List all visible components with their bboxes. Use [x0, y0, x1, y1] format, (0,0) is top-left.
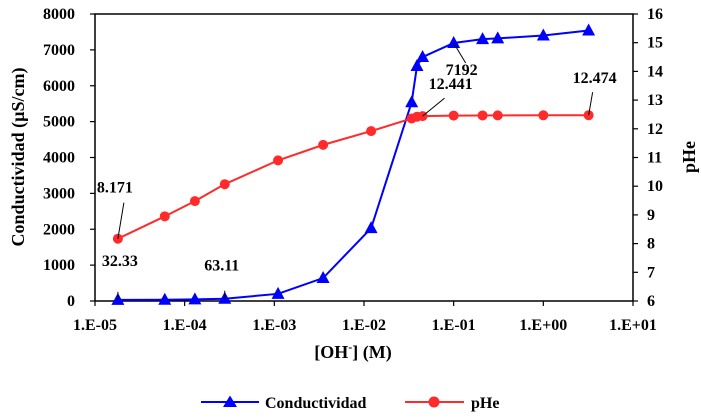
plot-frame [94, 13, 634, 302]
legend-item-phe: pHe [405, 395, 499, 412]
data-point-phe [477, 110, 488, 121]
y2-axis-title: pHe [679, 141, 699, 173]
series-line-phe [117, 114, 589, 240]
y2-tick-label: 12 [647, 121, 663, 138]
y2-tick-label: 11 [647, 150, 662, 167]
data-point-phe [448, 110, 459, 121]
data-point-phe [273, 155, 284, 166]
legend-item-conductividad: Conductividad [201, 395, 366, 412]
data-point-phe [366, 126, 377, 137]
annotation-leader [422, 97, 445, 117]
legend: Conductividad pHe [201, 395, 499, 412]
y2-tick-label: 10 [647, 178, 663, 195]
y-axis-ticks: 0 1000 2000 3000 4000 5000 6000 7000 8000 [43, 6, 95, 310]
y-tick-label: 4000 [43, 150, 75, 167]
data-point-phe [159, 211, 170, 222]
y2-tick-label: 9 [647, 207, 655, 224]
x-tick-label: 1.E-01 [432, 317, 476, 334]
y-tick-label: 6000 [43, 78, 75, 95]
data-point-conductividad [316, 271, 330, 284]
annotation-leader [453, 42, 467, 64]
y-axis-title: Conductividad (µS/cm) [8, 68, 29, 247]
y2-tick-label: 13 [647, 92, 663, 109]
x-tick-label: 1.E-05 [73, 317, 117, 334]
y2-tick-label: 16 [647, 6, 663, 23]
data-point-phe [492, 110, 503, 121]
y2-tick-label: 14 [647, 63, 663, 80]
annotation-label: 7192 [446, 62, 478, 79]
y-tick-label: 2000 [43, 221, 75, 238]
y-tick-label: 1000 [43, 257, 75, 274]
series-line-conductividad [117, 29, 589, 301]
data-point-conductividad [364, 221, 378, 234]
y-tick-label: 8000 [43, 6, 75, 23]
data-point-conductividad [410, 59, 424, 72]
data-point-conductividad [158, 292, 172, 305]
data-point-conductividad [188, 292, 202, 305]
series-layer [111, 23, 596, 305]
data-point-conductividad [582, 23, 596, 36]
data-point-conductividad [405, 95, 419, 108]
data-point-conductividad [271, 286, 285, 299]
data-point-conductividad [491, 31, 505, 44]
annotation-label: 63.11 [204, 258, 239, 275]
annotation-label: 8.171 [97, 180, 133, 197]
x-tick-label: 1.E+00 [519, 317, 567, 334]
annotation-leader [117, 202, 125, 239]
data-point-phe [219, 179, 230, 190]
data-point-conductividad [416, 50, 430, 63]
x-tick-label: 1.E-02 [342, 317, 386, 334]
y-tick-label: 0 [67, 293, 75, 310]
legend-label-conductividad: Conductividad [265, 395, 366, 412]
x-axis-title: [OH-] (M) [314, 340, 391, 363]
y-tick-label: 7000 [43, 42, 75, 59]
y2-tick-label: 6 [647, 293, 655, 310]
data-point-conductividad [447, 35, 461, 48]
x-tick-label: 1.E+01 [609, 317, 657, 334]
y-tick-label: 5000 [43, 114, 75, 131]
legend-marker-conductividad [223, 395, 237, 407]
data-point-conductividad [476, 32, 490, 45]
x-axis-ticks: 1.E-05 1.E-04 1.E-03 1.E-02 1.E-01 1.E+00 1.E+… [73, 301, 657, 334]
annotation-label: 12.474 [573, 70, 617, 87]
data-point-conductividad [536, 28, 550, 41]
y2-tick-label: 8 [647, 236, 655, 253]
annotation-leader [588, 92, 594, 116]
y-tick-label: 3000 [43, 185, 75, 202]
y2-tick-label: 15 [647, 35, 663, 52]
y2-tick-label: 7 [647, 264, 655, 281]
y2-axis-ticks: 6 7 8 9 10 11 12 13 14 15 16 [633, 6, 663, 310]
data-point-phe [538, 110, 549, 121]
annotation-label: 32.33 [102, 253, 138, 270]
annotation-label: 12.441 [429, 76, 473, 93]
x-tick-label: 1.E-03 [252, 317, 296, 334]
legend-marker-phe [428, 396, 440, 408]
x-tick-label: 1.E-04 [163, 317, 207, 334]
data-point-phe [189, 196, 200, 207]
legend-label-phe: pHe [471, 395, 499, 412]
data-point-phe [318, 139, 329, 150]
